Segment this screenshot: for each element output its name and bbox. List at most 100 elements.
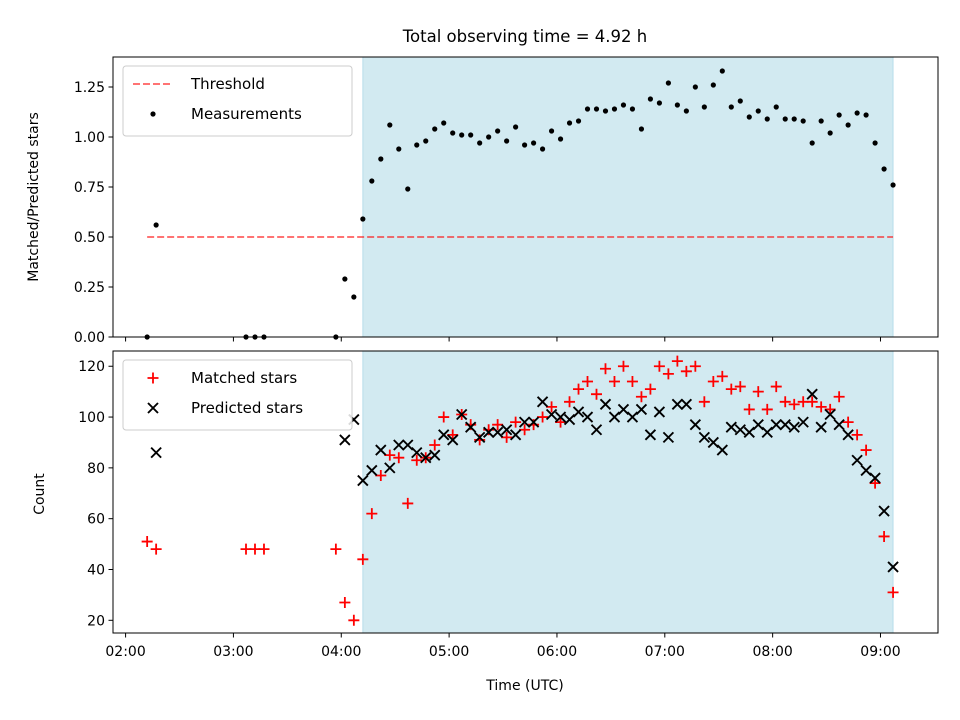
matched-star-point <box>519 424 531 436</box>
matched-star-point <box>608 375 620 387</box>
measurement-point <box>674 102 680 108</box>
axes-frame <box>112 350 939 634</box>
predicted-star-point <box>689 419 702 431</box>
matched-star-point <box>716 370 728 382</box>
legend-label: Predicted stars <box>191 399 303 417</box>
predicted-star-point <box>411 446 423 459</box>
matched-star-point <box>752 386 764 398</box>
matched-star-point <box>887 586 899 598</box>
predicted-star-point <box>500 424 513 436</box>
measurement-point <box>423 138 429 144</box>
measurement-point <box>890 182 896 188</box>
measurement-point <box>432 126 438 132</box>
matched-star-point <box>258 543 270 555</box>
matched-star-point <box>698 396 710 408</box>
predicted-star-point <box>833 419 845 431</box>
matched-star-point <box>833 391 845 403</box>
predicted-star-point <box>824 408 836 421</box>
predicted-star-point <box>815 421 827 433</box>
predicted-star-point <box>770 419 782 431</box>
y-tick-label: 1.25 <box>74 80 105 96</box>
measurement-point <box>818 118 824 124</box>
y-tick-label: 1.00 <box>74 130 105 146</box>
predicted-star-point <box>581 411 594 423</box>
predicted-star-point <box>429 449 441 461</box>
measurement-point <box>638 126 645 132</box>
legend: Threshold Measurements <box>122 65 353 137</box>
x-tick-label: 03:00 <box>213 644 253 660</box>
x-axis-label: Time (UTC) <box>485 678 563 694</box>
measurement-point <box>620 102 627 108</box>
predicted-star-point <box>806 388 818 400</box>
predicted-star-point <box>752 419 764 431</box>
measurement-point <box>827 130 833 136</box>
predicted-star-point <box>869 472 881 484</box>
matched-star-point <box>671 355 683 367</box>
matched-star-point <box>537 411 549 423</box>
predicted-star-point <box>527 416 540 428</box>
legend-label: Measurements <box>191 105 302 123</box>
legend-predicted-swatch <box>147 402 159 414</box>
measurement-point <box>764 116 770 122</box>
measurement-point <box>701 104 707 110</box>
matched-star-point <box>339 597 351 609</box>
legend: Matched stars Predicted stars <box>122 359 353 431</box>
predicted-star-point <box>878 505 890 517</box>
x-tick-label: 05:00 <box>429 644 469 660</box>
measurement-point <box>647 96 654 102</box>
matched-star-point <box>662 368 674 380</box>
measurement-point <box>710 82 716 88</box>
measurement-point <box>881 166 887 172</box>
measurement-point <box>782 116 788 122</box>
matched-star-point <box>375 469 387 481</box>
matched-star-point <box>806 396 818 408</box>
measurement-point <box>450 130 456 136</box>
predicted-star-point <box>509 429 522 441</box>
measurement-point <box>791 116 797 122</box>
y-tick-label: 60 <box>87 512 105 528</box>
legend-label: Matched stars <box>191 369 297 387</box>
matched-star-point <box>689 360 701 372</box>
matched-star-point <box>599 363 611 375</box>
predicted-star-point <box>590 424 603 436</box>
measurement-point <box>566 120 573 126</box>
measurement-point <box>369 178 375 184</box>
measurement-point <box>683 108 689 114</box>
predicted-star-point <box>671 398 684 411</box>
matched-star-point <box>582 375 594 387</box>
matched-star-point <box>447 429 459 441</box>
matched-star-point <box>402 497 414 509</box>
matched-star-point <box>357 553 369 565</box>
matched-star-point <box>842 416 854 428</box>
x-tick-label: 07:00 <box>645 644 685 660</box>
matched-star-point <box>851 429 863 441</box>
predicted-star-point <box>572 406 585 418</box>
predicted-star-point <box>779 419 791 431</box>
predicted-star-point <box>887 561 899 573</box>
predicted-star-point <box>725 421 737 433</box>
measurement-point <box>351 294 357 300</box>
x-tick-label: 08:00 <box>752 644 792 660</box>
predicted-star-point <box>707 436 719 449</box>
predicted-star-point <box>339 434 351 446</box>
predicted-star-point <box>375 444 387 456</box>
predicted-star-point <box>617 403 630 416</box>
measurement-point <box>656 100 663 106</box>
matched-star-point <box>384 449 396 461</box>
matched-star-point <box>824 403 836 415</box>
measurement-point <box>468 132 474 138</box>
measurement-point <box>522 142 528 148</box>
legend-box <box>122 359 353 431</box>
predicted-star-point <box>644 429 657 441</box>
matched-star-point <box>878 530 890 542</box>
matched-star-point <box>546 401 558 413</box>
predicted-star-point <box>608 411 621 423</box>
predicted-star-point <box>402 439 414 451</box>
predicted-star-point <box>447 434 459 446</box>
predicted-star-point <box>599 398 612 411</box>
matched-star-point <box>761 403 773 415</box>
measurement-point <box>728 104 734 110</box>
measurement-point <box>548 128 555 134</box>
x-tick-label: 02:00 <box>105 644 145 660</box>
